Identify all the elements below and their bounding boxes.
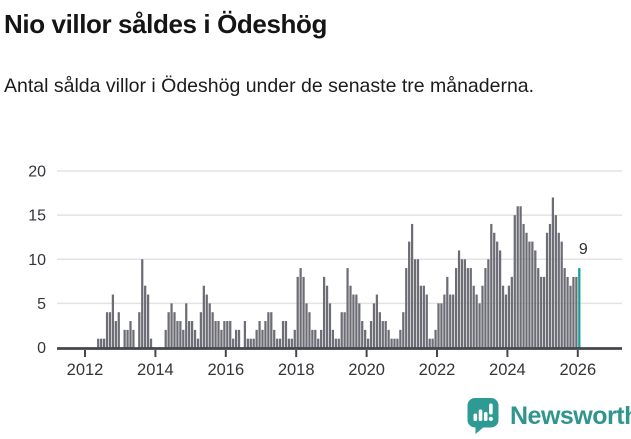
svg-text:2020: 2020 (348, 361, 385, 379)
chart-subtitle: Antal sålda villor i Ödeshög under de se… (4, 75, 535, 97)
svg-text:2012: 2012 (67, 361, 104, 379)
brand-footer: Newsworthy (466, 396, 631, 436)
newsworthy-logo-icon (467, 398, 499, 434)
chart-title: Nio villor såldes i Ödeshög (4, 9, 327, 39)
svg-text:2024: 2024 (489, 361, 526, 379)
svg-text:2022: 2022 (419, 361, 456, 379)
svg-text:0: 0 (37, 340, 46, 357)
svg-text:2016: 2016 (207, 361, 244, 379)
svg-text:15: 15 (28, 208, 46, 225)
svg-text:2026: 2026 (559, 361, 596, 379)
svg-text:20: 20 (28, 164, 46, 181)
logo-bubble-tail (475, 426, 485, 434)
latest-value-label: 9 (579, 241, 588, 258)
svg-text:10: 10 (28, 252, 46, 269)
logo-bubble (467, 398, 499, 428)
svg-text:2018: 2018 (278, 361, 315, 379)
svg-text:5: 5 (37, 296, 46, 313)
svg-text:2014: 2014 (137, 361, 174, 379)
brand-name: Newsworthy (510, 401, 631, 430)
